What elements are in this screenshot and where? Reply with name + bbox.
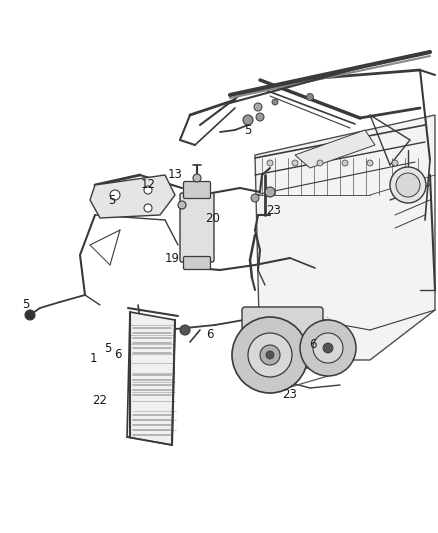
Polygon shape <box>90 175 175 218</box>
Text: 23: 23 <box>283 389 297 401</box>
FancyBboxPatch shape <box>242 307 323 368</box>
Circle shape <box>248 333 292 377</box>
Text: 19: 19 <box>165 252 180 264</box>
Circle shape <box>392 160 398 166</box>
Circle shape <box>260 345 280 365</box>
Text: 5: 5 <box>108 193 116 206</box>
Text: 1: 1 <box>89 351 97 365</box>
Polygon shape <box>255 115 435 360</box>
Circle shape <box>323 343 333 353</box>
Text: 20: 20 <box>205 212 220 224</box>
Text: 6: 6 <box>206 328 214 342</box>
Circle shape <box>265 187 275 197</box>
Text: 6: 6 <box>309 338 317 351</box>
Circle shape <box>180 325 190 335</box>
Circle shape <box>317 160 323 166</box>
Circle shape <box>313 333 343 363</box>
FancyBboxPatch shape <box>184 182 211 198</box>
Circle shape <box>243 115 253 125</box>
Circle shape <box>25 310 35 320</box>
Text: 12: 12 <box>141 179 155 191</box>
Text: 5: 5 <box>104 342 112 354</box>
FancyBboxPatch shape <box>184 256 211 270</box>
Circle shape <box>367 160 373 166</box>
Text: 22: 22 <box>92 393 107 407</box>
Circle shape <box>256 113 264 121</box>
Polygon shape <box>127 312 175 445</box>
Circle shape <box>251 194 259 202</box>
Circle shape <box>267 160 273 166</box>
Text: 6: 6 <box>114 349 122 361</box>
Circle shape <box>110 190 120 200</box>
Circle shape <box>390 167 426 203</box>
Circle shape <box>342 160 348 166</box>
Polygon shape <box>295 130 375 168</box>
Circle shape <box>300 320 356 376</box>
Circle shape <box>272 99 278 105</box>
Circle shape <box>193 174 201 182</box>
Circle shape <box>144 204 152 212</box>
Circle shape <box>178 201 186 209</box>
Text: 5: 5 <box>244 124 252 136</box>
Circle shape <box>232 317 308 393</box>
FancyBboxPatch shape <box>180 193 214 262</box>
Circle shape <box>254 103 262 111</box>
Circle shape <box>292 160 298 166</box>
Text: 13: 13 <box>168 168 183 182</box>
Circle shape <box>307 93 314 101</box>
Text: 23: 23 <box>267 204 282 216</box>
Circle shape <box>144 186 152 194</box>
Circle shape <box>266 351 274 359</box>
Text: 5: 5 <box>22 298 30 311</box>
Circle shape <box>396 173 420 197</box>
